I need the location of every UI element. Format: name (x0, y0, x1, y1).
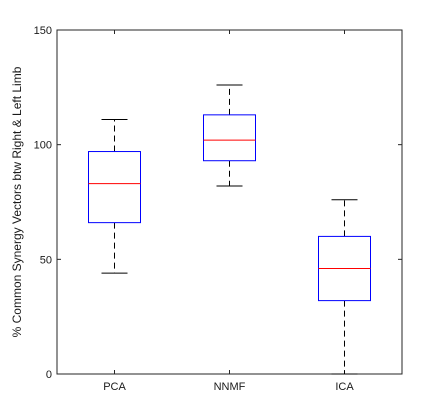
y-tick-label-150: 150 (34, 25, 52, 37)
box-nnmf (203, 84, 256, 187)
x-tick-label-nnmf: NNMF (214, 381, 246, 393)
axes (56, 29, 403, 375)
y-tick-label-100: 100 (34, 140, 52, 152)
y-tick-label-50: 50 (40, 254, 52, 266)
y-tick-label-0: 0 (46, 369, 52, 381)
boxes (88, 84, 371, 375)
labels: 0 50 100 150 PCA NNMF ICA (34, 25, 355, 393)
box-pca (88, 118, 141, 274)
x-tick-label-ica: ICA (335, 381, 354, 393)
iqr-box-nnmf (203, 114, 256, 162)
y-axis-title: % Common Synergy Vectors btw Right & Lef… (10, 66, 24, 337)
iqr-box-pca (88, 151, 141, 224)
box-ica (318, 199, 371, 375)
x-tick-label-pca: PCA (103, 381, 126, 393)
plot-frame (56, 29, 403, 375)
